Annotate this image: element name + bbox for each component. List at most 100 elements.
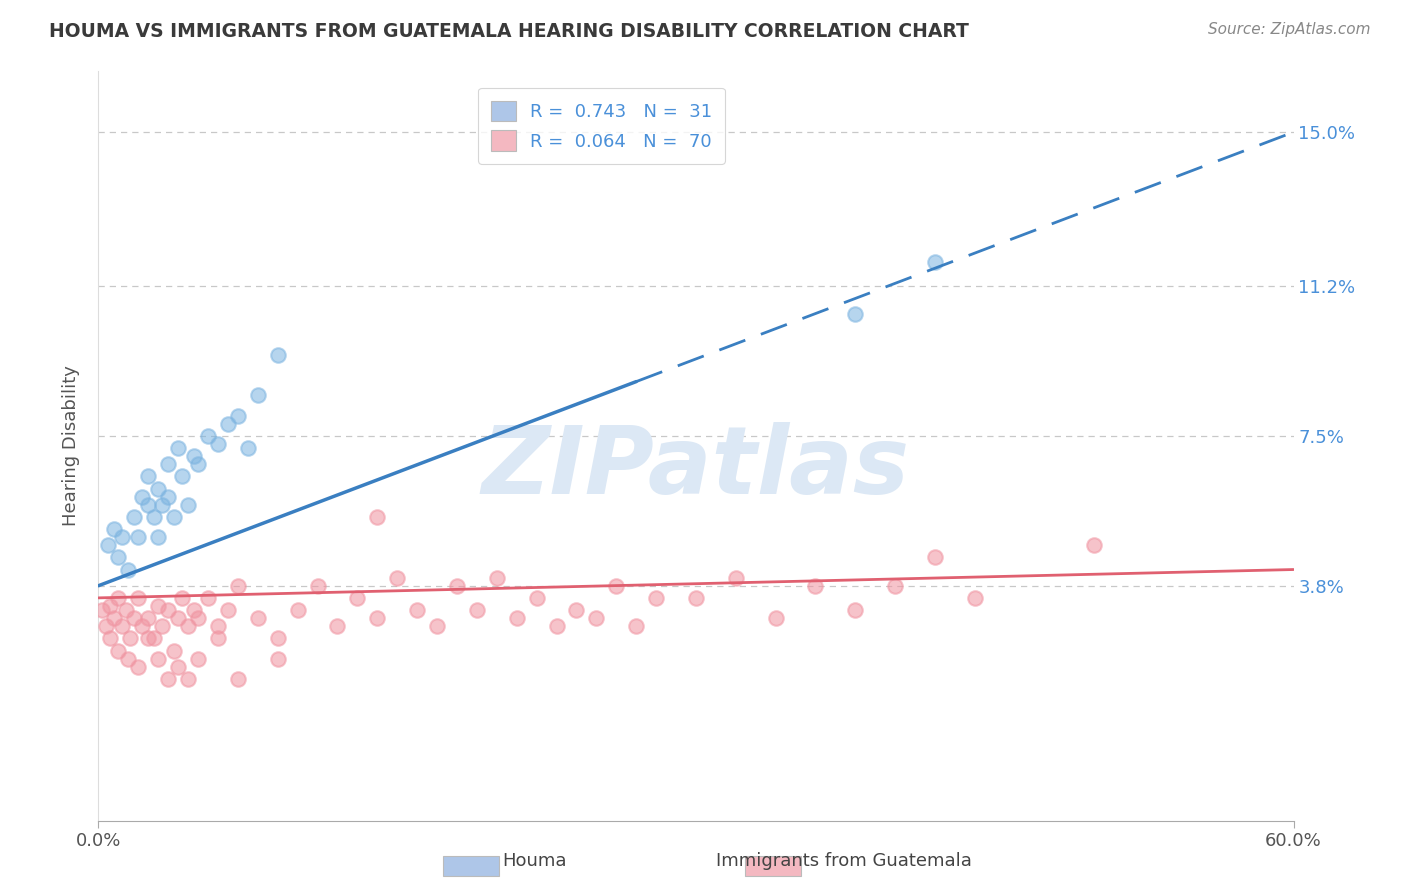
Point bbox=[506, 611, 529, 625]
Point bbox=[124, 611, 146, 625]
Point bbox=[91, 603, 114, 617]
Point bbox=[167, 659, 190, 673]
Point bbox=[157, 490, 180, 504]
Point bbox=[804, 579, 827, 593]
Point bbox=[187, 651, 209, 665]
Point bbox=[326, 619, 349, 633]
Point bbox=[685, 591, 707, 605]
Text: Immigrants from Guatemala: Immigrants from Guatemala bbox=[716, 852, 972, 870]
Point bbox=[167, 611, 190, 625]
Point bbox=[963, 591, 986, 605]
Point bbox=[120, 632, 142, 646]
Point bbox=[136, 469, 159, 483]
Point bbox=[226, 672, 249, 686]
Point bbox=[346, 591, 368, 605]
Point bbox=[131, 619, 153, 633]
Point bbox=[526, 591, 548, 605]
Point bbox=[127, 659, 149, 673]
Point bbox=[172, 591, 194, 605]
Point bbox=[267, 348, 290, 362]
Point bbox=[267, 632, 290, 646]
Text: ZIPatlas: ZIPatlas bbox=[482, 423, 910, 515]
Point bbox=[172, 469, 194, 483]
Point bbox=[207, 437, 229, 451]
Point bbox=[246, 388, 269, 402]
Point bbox=[884, 579, 907, 593]
Point bbox=[117, 651, 139, 665]
Point bbox=[226, 409, 249, 423]
Point bbox=[136, 498, 159, 512]
Point bbox=[1083, 538, 1105, 552]
FancyBboxPatch shape bbox=[443, 856, 499, 876]
Point bbox=[127, 530, 149, 544]
Point bbox=[924, 254, 946, 268]
Point bbox=[765, 611, 787, 625]
Point bbox=[217, 603, 239, 617]
Point bbox=[406, 603, 429, 617]
Point bbox=[136, 632, 159, 646]
Point bbox=[148, 530, 170, 544]
Point bbox=[385, 571, 409, 585]
Point bbox=[177, 619, 200, 633]
Point bbox=[157, 603, 180, 617]
Point bbox=[143, 632, 166, 646]
Point bbox=[131, 490, 153, 504]
Point bbox=[246, 611, 269, 625]
Point bbox=[207, 619, 229, 633]
Point bbox=[197, 591, 219, 605]
Point bbox=[626, 619, 648, 633]
Point bbox=[426, 619, 449, 633]
Point bbox=[187, 611, 209, 625]
Point bbox=[107, 591, 129, 605]
Point bbox=[150, 619, 173, 633]
Point bbox=[844, 603, 866, 617]
Y-axis label: Hearing Disability: Hearing Disability bbox=[62, 366, 80, 526]
Point bbox=[307, 579, 329, 593]
Point bbox=[124, 509, 146, 524]
Point bbox=[148, 482, 170, 496]
Text: Houma: Houma bbox=[502, 852, 567, 870]
Point bbox=[107, 643, 129, 657]
Point bbox=[107, 550, 129, 565]
Point bbox=[465, 603, 488, 617]
Point bbox=[157, 457, 180, 471]
Point bbox=[103, 522, 125, 536]
Point bbox=[267, 651, 290, 665]
Point bbox=[148, 651, 170, 665]
Text: Source: ZipAtlas.com: Source: ZipAtlas.com bbox=[1208, 22, 1371, 37]
Point bbox=[207, 632, 229, 646]
Text: HOUMA VS IMMIGRANTS FROM GUATEMALA HEARING DISABILITY CORRELATION CHART: HOUMA VS IMMIGRANTS FROM GUATEMALA HEARI… bbox=[49, 22, 969, 41]
Point bbox=[117, 562, 139, 576]
Point bbox=[97, 538, 120, 552]
Point bbox=[446, 579, 468, 593]
Point bbox=[136, 611, 159, 625]
Point bbox=[115, 603, 138, 617]
Point bbox=[183, 603, 205, 617]
Point bbox=[177, 498, 200, 512]
Point bbox=[366, 509, 388, 524]
Point bbox=[163, 509, 186, 524]
Point bbox=[177, 672, 200, 686]
Point bbox=[844, 307, 866, 321]
Point bbox=[163, 643, 186, 657]
Point bbox=[366, 611, 388, 625]
Point bbox=[96, 619, 118, 633]
Point bbox=[98, 599, 122, 613]
Point bbox=[127, 591, 149, 605]
Point bbox=[585, 611, 607, 625]
Point bbox=[287, 603, 309, 617]
Point bbox=[183, 449, 205, 463]
Point bbox=[150, 498, 173, 512]
Point bbox=[924, 550, 946, 565]
Point bbox=[111, 530, 134, 544]
Point bbox=[226, 579, 249, 593]
Point bbox=[546, 619, 568, 633]
Point bbox=[485, 571, 508, 585]
Point bbox=[236, 441, 259, 455]
Point bbox=[217, 417, 239, 431]
Point bbox=[148, 599, 170, 613]
Legend: R =  0.743   N =  31, R =  0.064   N =  70: R = 0.743 N = 31, R = 0.064 N = 70 bbox=[478, 88, 725, 164]
Point bbox=[605, 579, 627, 593]
FancyBboxPatch shape bbox=[745, 856, 801, 876]
Point bbox=[157, 672, 180, 686]
